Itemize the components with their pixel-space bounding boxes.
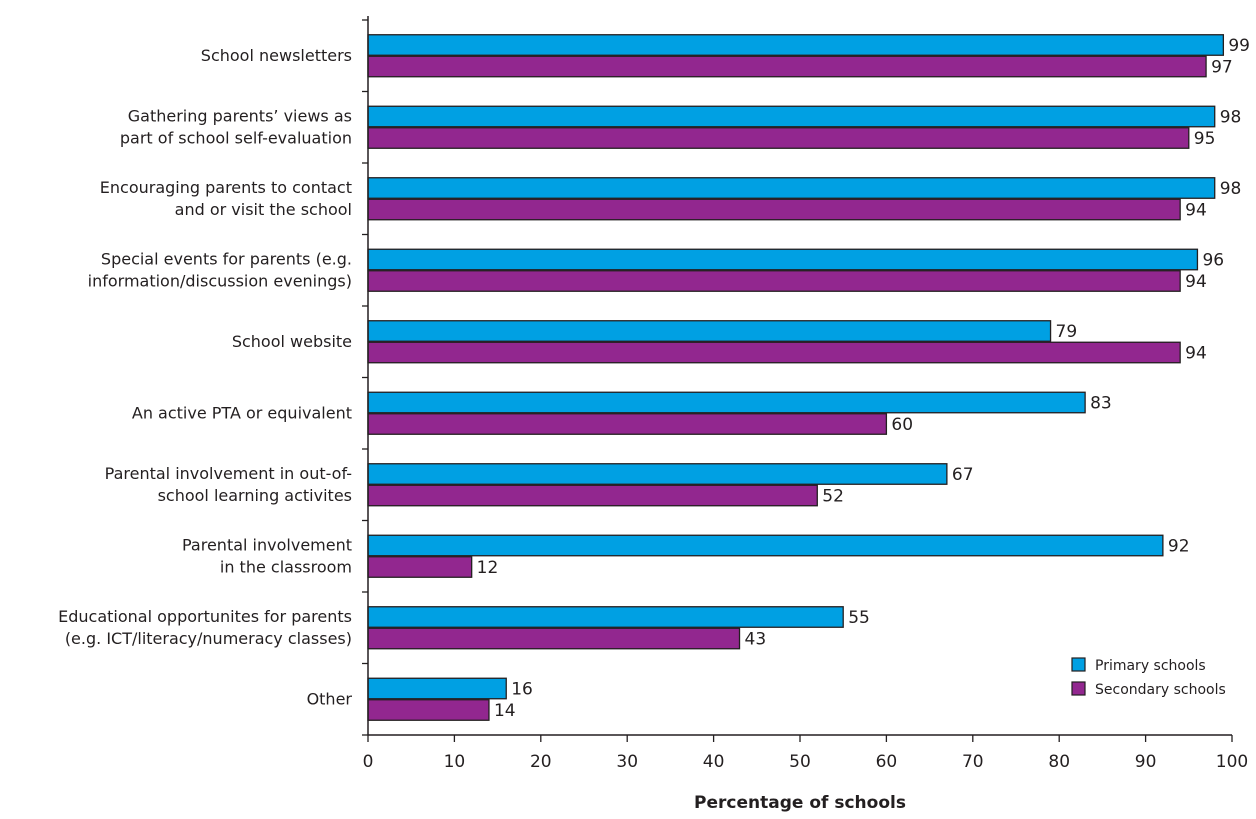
primary-value-label-8: 55 [848,608,870,628]
legend-label-0: Primary schools [1095,658,1206,674]
secondary-value-label-9: 14 [494,701,516,721]
secondary-value-label-8: 43 [745,630,767,650]
primary-bar-5 [367,391,1086,414]
primary-value-label-0: 99 [1228,36,1250,56]
primary-value-label-1: 98 [1220,108,1242,128]
x-axis-title: Percentage of schools [694,793,906,813]
primary-bar-8 [367,606,844,628]
primary-value-label-3: 96 [1202,251,1224,271]
category-label-1: Gathering parents’ views as part of schoo… [120,106,352,147]
x-tick-label-8: 80 [1048,752,1070,772]
x-tick-label-6: 60 [876,752,898,772]
primary-value-label-7: 92 [1168,537,1190,557]
x-tick-label-5: 50 [789,752,811,772]
secondary-bar-7 [367,556,473,578]
primary-bar-7 [367,534,1164,557]
primary-bar-6 [367,463,948,485]
secondary-bar-6 [367,484,818,507]
primary-bar-0 [367,34,1225,56]
category-label-2: Encouraging parents to contact and or vis… [100,178,352,219]
category-label-0: School newsletters [201,46,352,65]
primary-value-label-6: 67 [952,465,974,485]
secondary-value-label-2: 94 [1185,201,1207,221]
category-label-3: Special events for parents (e.g. informat… [88,249,352,290]
x-tick-label-0: 0 [363,752,374,772]
category-label-5: An active PTA or equivalent [132,403,352,422]
secondary-value-label-0: 97 [1211,58,1233,78]
secondary-value-label-7: 12 [477,558,499,578]
axes-group: 0 10 20 30 40 50 60 70 80 90 100 [362,16,1248,772]
x-tick-label-4: 40 [703,752,725,772]
secondary-value-label-4: 94 [1185,344,1207,364]
secondary-bar-0 [367,55,1207,78]
primary-value-label-9: 16 [511,680,533,700]
category-label-7: Parental involvement in the classroom [182,535,352,576]
secondary-value-label-3: 94 [1185,272,1207,292]
primary-bar-9 [367,677,507,700]
primary-bar-2 [367,177,1216,199]
legend-swatch-0 [1071,657,1086,672]
secondary-bar-2 [367,198,1181,221]
secondary-bar-3 [367,270,1181,292]
category-label-6: Parental involvement in out-of-school le… [105,464,352,505]
x-tick-label-10: 100 [1216,752,1248,772]
secondary-value-label-5: 60 [891,415,913,435]
primary-bar-4 [367,320,1052,342]
x-tick-label-3: 30 [616,752,638,772]
category-labels-group: School newsletters Gathering parents’ vie… [58,46,352,709]
primary-bar-1 [367,105,1216,128]
secondary-bar-9 [367,699,490,721]
secondary-bar-5 [367,413,888,435]
secondary-bar-1 [367,127,1190,149]
legend: Primary schools Secondary schools [1071,657,1226,698]
x-tick-label-1: 10 [444,752,466,772]
primary-bar-3 [367,248,1199,271]
primary-value-label-5: 83 [1090,394,1112,414]
secondary-bar-8 [367,627,741,650]
x-tick-label-2: 20 [530,752,552,772]
primary-value-label-2: 98 [1220,179,1242,199]
primary-value-label-4: 79 [1056,322,1078,342]
secondary-value-label-1: 95 [1194,129,1216,149]
x-tick-label-7: 70 [962,752,984,772]
secondary-value-label-6: 52 [822,487,844,507]
legend-swatch-1 [1071,681,1086,696]
legend-label-1: Secondary schools [1095,682,1226,698]
bars-group [367,34,1225,721]
x-tick-label-9: 90 [1135,752,1157,772]
secondary-bar-4 [367,341,1181,364]
category-label-8: Educational opportunites for parents (e.g… [58,607,352,648]
category-label-4: School website [232,332,352,351]
category-label-9: Other [307,689,353,708]
